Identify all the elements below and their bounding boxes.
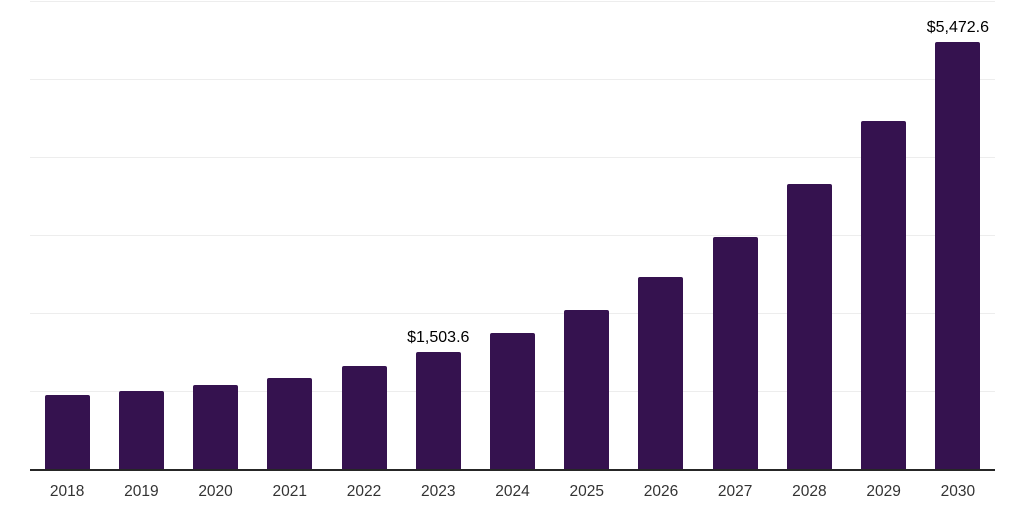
x-tick-2025: 2025 [569,483,604,500]
bar-2026[interactable] [638,276,684,469]
bar-2024[interactable] [490,333,535,469]
bar-2023[interactable] [415,351,461,469]
x-tick-2018: 2018 [49,483,85,500]
bar-2019[interactable] [118,391,164,469]
value-label-2023: $1,503.6 [407,328,470,346]
x-tick-2022: 2022 [346,483,382,500]
bar-2029[interactable] [861,121,907,469]
gridline-5000 [30,79,995,80]
x-tick-2028: 2028 [792,483,827,500]
bar-2018[interactable] [44,394,90,469]
x-axis-line [30,469,995,471]
bar-2027[interactable] [712,237,758,469]
value-label-2030: $5,472.6 [926,19,990,37]
bar-2025[interactable] [564,309,610,469]
bar-2021[interactable] [267,377,313,469]
x-tick-2019: 2019 [124,483,159,500]
x-tick-2023: 2023 [421,483,456,500]
plot-area: $1,503.6 $5,472.6 [30,1,995,471]
x-tick-2024: 2024 [495,483,530,500]
x-axis-labels: 2018 2019 2020 2021 2022 2023 2024 2025 2026 2027… [30,483,995,505]
x-tick-2026: 2026 [643,483,679,500]
x-tick-2029: 2029 [866,483,901,500]
x-tick-2021: 2021 [272,483,308,500]
gridline-4000 [30,157,995,158]
bar-2028[interactable] [786,184,832,469]
gridline-6000 [30,1,995,2]
x-tick-2030: 2030 [940,483,976,500]
x-tick-2020: 2020 [198,483,233,500]
bar-2022[interactable] [341,366,387,469]
x-tick-2027: 2027 [717,483,753,500]
gridline-3000 [30,235,995,236]
gridline-2000 [30,313,995,314]
bar-2030[interactable] [935,42,981,469]
bar-2020[interactable] [193,384,239,469]
